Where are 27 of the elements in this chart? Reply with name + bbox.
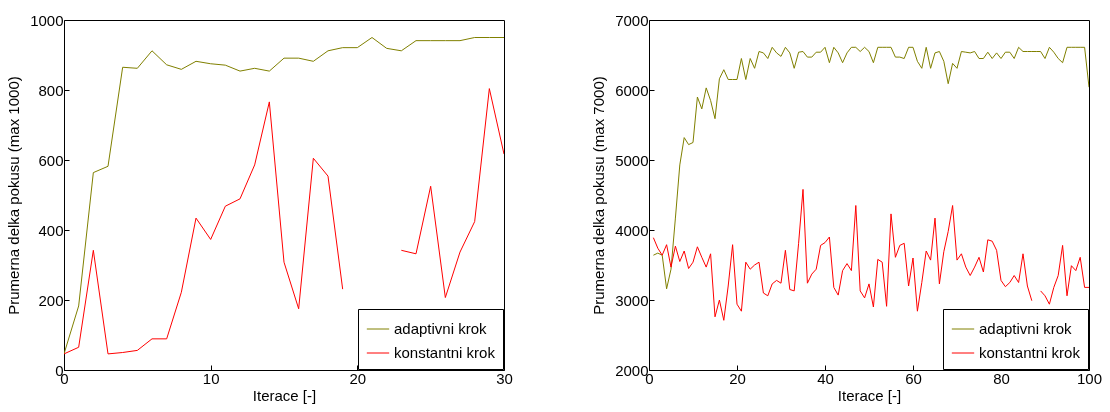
y-tick-label: 7000 — [615, 11, 649, 29]
y-axis-title: Prumerna delka pokusu (max 1000) — [5, 76, 23, 315]
x-tick-label: 40 — [817, 369, 834, 387]
y-tick-label: 400 — [38, 221, 64, 239]
line-series — [652, 46, 1089, 290]
y-tick-label: 600 — [38, 151, 64, 169]
y-tick-label: 1000 — [30, 11, 64, 29]
x-tick-label: 10 — [202, 369, 220, 387]
x-tick-label: 20 — [729, 369, 746, 387]
legend-label: konstantni krok — [394, 344, 496, 361]
y-tick-label: 200 — [38, 291, 64, 309]
x-tick-label: 60 — [905, 369, 922, 387]
x-tick-label: 30 — [496, 369, 513, 387]
x-tick-label: 100 — [1076, 369, 1103, 387]
legend-label: konstantni krok — [979, 344, 1081, 361]
x-axis-title: Iterace [-] — [837, 386, 902, 404]
y-tick-label: 3000 — [615, 291, 649, 309]
x-tick-label: 20 — [349, 369, 367, 387]
legend-label: adaptivni krok — [394, 320, 488, 337]
y-tick-label: 6000 — [615, 81, 649, 99]
y-tick-label: 4000 — [615, 221, 649, 239]
y-tick-label: 800 — [38, 81, 64, 99]
x-axis-title: Iterace [-] — [252, 386, 317, 404]
legend-label: adaptivni krok — [979, 320, 1073, 337]
y-tick-label: 5000 — [615, 151, 649, 169]
x-tick-label: 80 — [993, 369, 1010, 387]
y-axis-title: Prumerna delka pokusu (max 7000) — [590, 76, 608, 315]
